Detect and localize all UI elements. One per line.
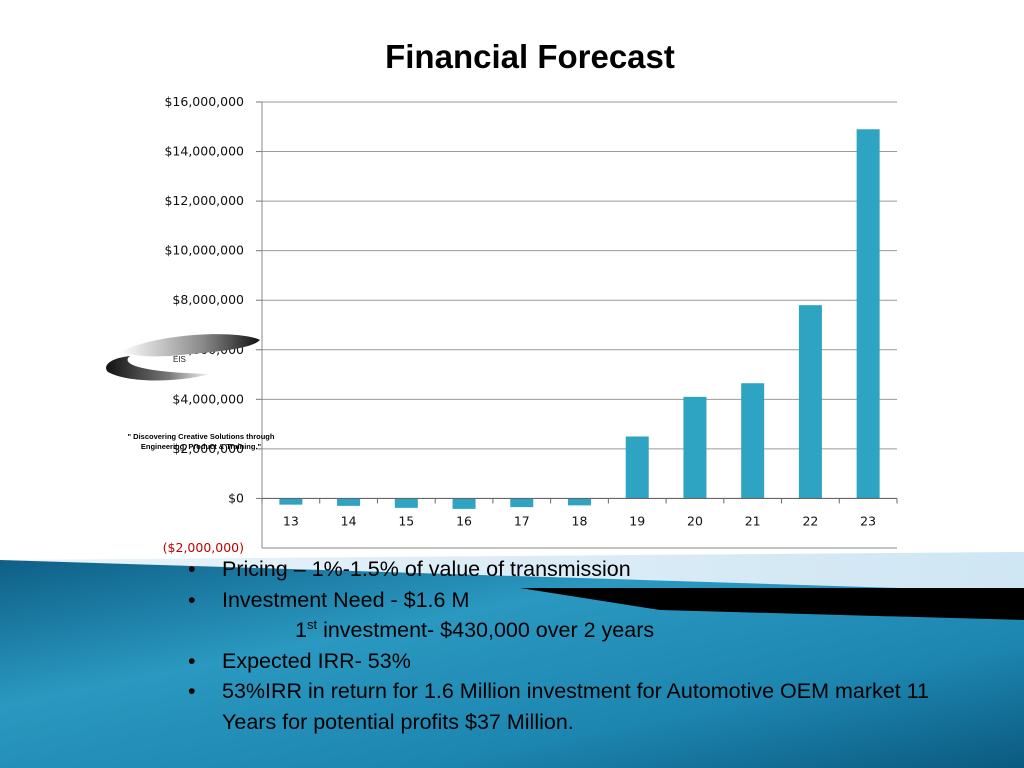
x-tick-label: 14	[341, 513, 357, 528]
bullet-text: Expected IRR- 53%	[222, 648, 411, 673]
x-tick-label: 15	[398, 513, 414, 528]
bullet-item-irr: • Expected IRR- 53%	[188, 646, 948, 677]
logo-mark-text: EIS	[173, 355, 186, 364]
bar	[337, 498, 361, 506]
bar	[568, 498, 591, 506]
bullet-list: • Pricing – 1%-1.5% of value of transmis…	[188, 554, 948, 737]
bullet-marker: •	[188, 648, 196, 673]
bullet-text: Investment Need - $1.6 M	[222, 587, 470, 612]
sub-bullet-first-investment: 1st investment- $430,000 over 2 years	[188, 615, 948, 646]
x-tick-label: 16	[456, 513, 472, 528]
sub-bullet-text: investment- $430,000 over 2 years	[317, 618, 655, 642]
bar	[741, 383, 765, 499]
logo-tagline: " Discovering Creative Solutions through…	[110, 432, 292, 452]
black-band	[520, 588, 1024, 620]
bullet-item-investment: • Investment Need - $1.6 M	[188, 585, 948, 616]
bar	[856, 129, 880, 499]
y-tick-label: $4,000,000	[172, 391, 244, 406]
logo-tagline-line-1: " Discovering Creative Solutions through	[127, 432, 275, 441]
x-tick-label: 18	[572, 513, 588, 528]
x-tick-label: 17	[514, 513, 530, 528]
sub-bullet-number: 1	[295, 618, 307, 642]
slide-title: Financial Forecast	[385, 38, 675, 75]
bullet-marker: •	[188, 557, 196, 581]
bar	[452, 498, 476, 509]
bar	[625, 436, 649, 499]
bullet-item-return: • 53%IRR in return for 1.6 Million inves…	[188, 676, 948, 737]
bar	[510, 498, 534, 508]
x-tick-label: 19	[629, 513, 645, 528]
x-tick-label: 22	[802, 513, 818, 528]
bar	[798, 305, 822, 499]
y-tick-label: $8,000,000	[172, 292, 244, 307]
x-tick-label: 23	[860, 513, 876, 528]
decorative-background-bands	[0, 552, 1024, 768]
y-tick-label: $0	[228, 490, 244, 505]
y-tick-label: ($2,000,000)	[163, 540, 244, 555]
bullet-item-pricing: • Pricing – 1%-1.5% of value of transmis…	[188, 554, 948, 585]
bar	[683, 396, 707, 499]
x-tick-label: 20	[687, 513, 703, 528]
bar	[279, 498, 303, 505]
y-tick-label: $14,000,000	[164, 144, 244, 159]
bullet-text: 53%IRR in return for 1.6 Million investm…	[222, 679, 929, 734]
x-tick-label: 13	[283, 513, 299, 528]
y-tick-label: $16,000,000	[164, 94, 244, 109]
y-tick-label: $12,000,000	[164, 193, 244, 208]
bullet-text: Pricing – 1%-1.5% of value of transmissi…	[222, 557, 631, 581]
logo-tagline-line-2: Engineering, Product & Training."	[140, 442, 262, 451]
eis-logo-swoosh	[106, 334, 260, 381]
bar-chart: $16,000,000 $14,000,000 $12,000,000 $10,000…	[163, 94, 898, 555]
sub-bullet-ordinal: st	[306, 616, 318, 632]
bullet-marker: •	[188, 679, 196, 703]
x-tick-label: 21	[745, 513, 761, 528]
y-tick-label: $2,000,000	[172, 441, 244, 456]
y-tick-label: $10,000,000	[164, 243, 244, 258]
bar	[394, 498, 418, 508]
bullet-marker: •	[188, 587, 196, 612]
